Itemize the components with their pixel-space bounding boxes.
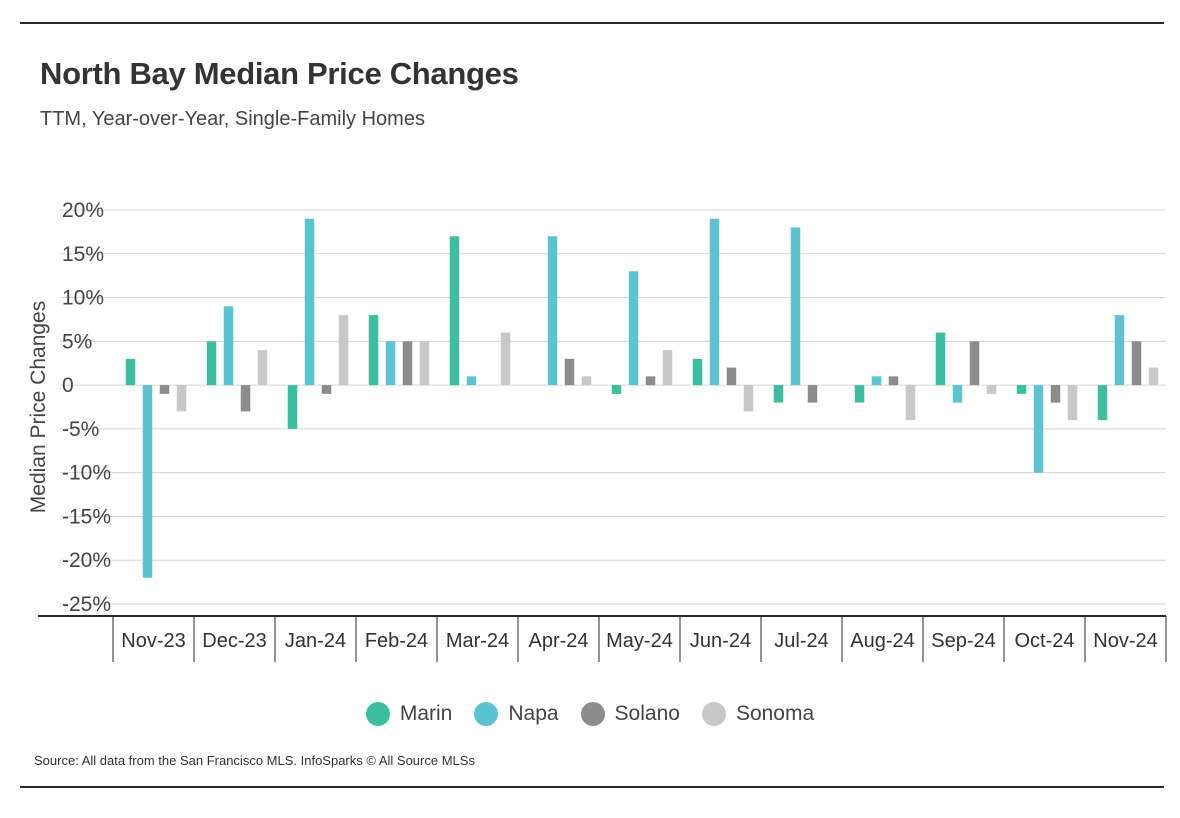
bar-solano-apr-24 (564, 358, 575, 386)
bar-marin-oct-24 (1016, 385, 1027, 394)
x-tick-label: Nov-23 (121, 630, 185, 652)
legend-swatch (580, 702, 605, 726)
bar-marin-dec-23 (206, 341, 217, 386)
bar-sonoma-oct-24 (1067, 385, 1078, 421)
top-rule (20, 22, 1164, 24)
bar-marin-may-24 (611, 385, 622, 394)
source-note: Source: All data from the San Francisco … (34, 753, 475, 768)
legend-item-solano: Solano (580, 702, 680, 726)
bar-napa-sep-24 (952, 385, 963, 403)
x-tick-label: Feb-24 (365, 630, 428, 652)
x-tick-label: May-24 (606, 630, 673, 652)
x-tick-label: Mar-24 (446, 630, 509, 652)
y-tick-label: 20% (62, 199, 104, 222)
bar-napa-oct-24 (1033, 385, 1044, 473)
bar-napa-jan-24 (304, 218, 315, 386)
legend-item-sonoma: Sonoma (701, 702, 815, 726)
bar-napa-jul-24 (790, 227, 801, 386)
bar-marin-jul-24 (773, 385, 784, 403)
y-tick-label: -10% (62, 462, 111, 485)
x-tick-label: Jun-24 (690, 630, 751, 652)
bar-marin-nov-24 (1097, 385, 1108, 421)
bar-marin-aug-24 (854, 385, 865, 403)
bar-napa-feb-24 (385, 341, 396, 386)
legend-item-marin: Marin (365, 702, 453, 726)
bar-chart: 20% 15% 10% 5% 0 -5% -10% -15% -20% -25% Median Pr… (27, 199, 1167, 662)
legend-swatch (474, 702, 499, 726)
y-tick-label: -15% (62, 505, 111, 528)
bar-napa-aug-24 (871, 376, 882, 386)
bar-sonoma-jun-24 (743, 385, 754, 412)
bar-solano-aug-24 (888, 376, 899, 386)
bar-napa-apr-24 (547, 236, 558, 386)
y-axis-title: Median Price Changes (27, 301, 50, 513)
bar-solano-nov-24 (1131, 341, 1142, 386)
y-tick-label: 0 (62, 374, 74, 397)
x-tick-label: Aug-24 (850, 630, 915, 652)
y-tick-label: -20% (62, 549, 111, 572)
bar-sonoma-may-24 (662, 350, 673, 386)
x-tick-label: Nov-24 (1093, 630, 1157, 652)
bar-marin-sep-24 (935, 332, 946, 386)
bar-marin-jan-24 (287, 385, 298, 429)
bar-napa-dec-23 (223, 306, 234, 386)
y-tick-label: 10% (62, 287, 104, 310)
x-tick-label: Jan-24 (285, 630, 346, 652)
y-tick-label: -5% (62, 418, 99, 441)
bar-solano-jun-24 (726, 367, 737, 386)
bar-solano-jan-24 (321, 385, 332, 394)
legend-label: Napa (508, 702, 559, 725)
bar-solano-may-24 (645, 376, 656, 386)
legend-label: Solano (614, 702, 680, 725)
chart-subtitle: TTM, Year-over-Year, Single-Family Homes (40, 108, 425, 130)
bar-sonoma-apr-24 (581, 376, 592, 386)
bar-solano-jul-24 (807, 385, 818, 403)
x-tick-label: Sep-24 (931, 630, 996, 652)
bar-solano-sep-24 (969, 341, 980, 386)
chart-legend: Marin Napa Solano Sonoma (0, 702, 1180, 726)
x-tick-label: Dec-23 (202, 630, 266, 652)
bar-solano-dec-23 (240, 385, 251, 412)
bar-solano-nov-23 (159, 385, 170, 394)
bar-sonoma-mar-24 (500, 332, 511, 386)
y-tick-label: 5% (62, 330, 92, 353)
bottom-rule (20, 786, 1164, 788)
bar-sonoma-sep-24 (986, 385, 997, 394)
bar-marin-feb-24 (368, 315, 379, 386)
bar-solano-feb-24 (402, 341, 413, 386)
bar-marin-mar-24 (449, 236, 460, 386)
legend-swatch (365, 702, 390, 726)
x-tick-label: Oct-24 (1014, 630, 1074, 652)
legend-label: Sonoma (735, 702, 815, 725)
bar-napa-mar-24 (466, 376, 477, 386)
chart-title: North Bay Median Price Changes (40, 56, 519, 91)
bar-napa-nov-24 (1114, 315, 1125, 386)
bar-sonoma-aug-24 (905, 385, 916, 421)
bar-sonoma-dec-23 (257, 350, 268, 386)
bar-marin-jun-24 (692, 358, 703, 386)
legend-label: Marin (399, 702, 453, 725)
bar-marin-nov-23 (125, 358, 136, 386)
bar-napa-may-24 (628, 271, 639, 386)
bar-solano-oct-24 (1050, 385, 1061, 403)
legend-item-napa: Napa (474, 702, 559, 726)
x-tick-label: Apr-24 (528, 630, 588, 652)
bar-sonoma-jan-24 (338, 315, 349, 386)
bar-sonoma-feb-24 (419, 341, 430, 386)
x-tick-label: Jul-24 (774, 630, 828, 652)
y-tick-label: 15% (62, 243, 104, 266)
y-tick-label: -25% (62, 593, 111, 616)
bar-sonoma-nov-23 (176, 385, 187, 412)
bar-napa-nov-23 (142, 385, 153, 578)
bar-napa-jun-24 (709, 218, 720, 386)
legend-swatch (701, 702, 726, 726)
bar-sonoma-nov-24 (1148, 367, 1159, 386)
